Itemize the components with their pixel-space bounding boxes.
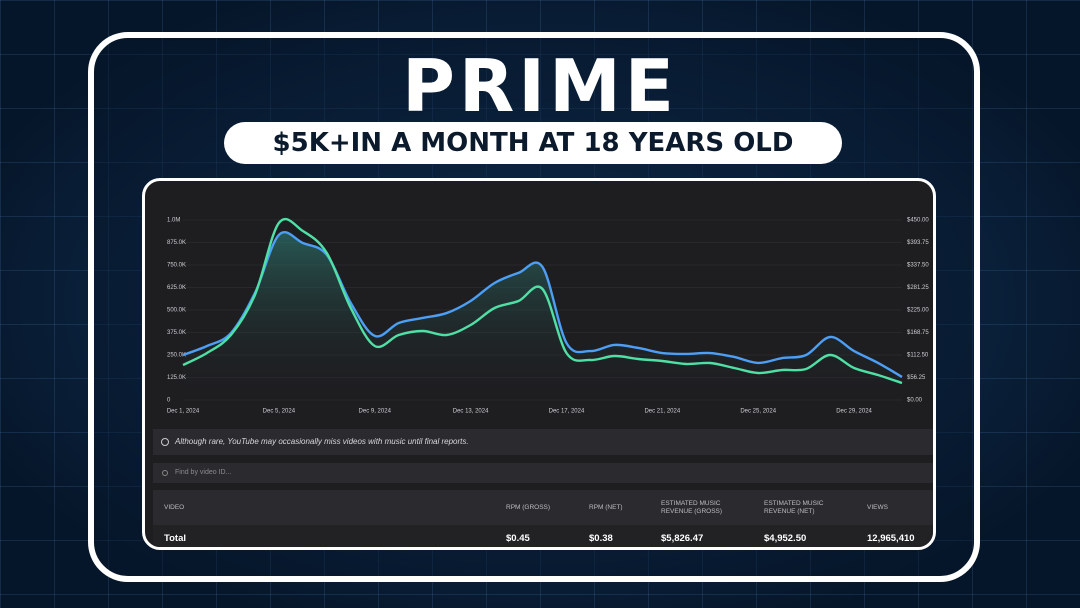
notice: Although rare, YouTube may occasionally … [153,429,933,455]
x-tick-label: Dec 1, 2024 [167,409,200,415]
y2-tick-label: $450.00 [907,218,929,224]
y2-tick-label: $56.25 [907,375,926,381]
y-tick-label: 875.0K [167,240,186,246]
table-cell: $4,952.50 [764,532,807,544]
chart: 0 125.0K 250.0K 375.0K 500.0K 625.0K 750.0K 875… [167,217,930,415]
y-tick-label: 750.0K [167,263,186,269]
x-tick-label: Dec 29, 2024 [836,409,872,415]
x-tick-label: Dec 21, 2024 [644,409,680,415]
y2-tick-label: $337.50 [907,263,929,269]
x-tick-label: Dec 9, 2024 [359,409,392,415]
table-row: Total $0.45 $0.38 $5,826.47 $4,952.50 12,965,… [153,525,933,547]
title: PRIME [402,44,678,128]
table-cell: $0.38 [589,532,613,544]
y2-tick-label: $0.00 [907,398,923,404]
column-header: VIEWS [867,503,888,511]
y2-tick-label: $393.75 [907,240,929,246]
y-tick-label: 375.0K [167,330,186,336]
column-header: RPM (GROSS) [506,503,551,511]
table-cell: $5,826.47 [661,532,704,544]
area [183,232,902,400]
search-input[interactable]: Find by video ID... [153,463,933,483]
x-tick-label: Dec 5, 2024 [263,409,296,415]
y2-tick-label: $225.00 [907,308,929,314]
subtitle-pill: $5K+IN A MONTH AT 18 YEARS OLD [224,122,842,164]
y-tick-label: 1.0M [167,218,180,224]
y2-tick-label: $168.75 [907,330,929,336]
line [182,231,903,378]
y-tick-label: 625.0K [167,285,186,291]
column-header: ESTIMATED MUSIC REVENUE (GROSS) [661,499,723,515]
line [182,217,903,385]
y-tick-label: 250.0K [167,353,186,359]
y-tick-label: 0 [167,398,171,404]
y2-tick-label: $112.50 [907,353,929,359]
x-tick-label: Dec 25, 2024 [740,409,776,415]
x-tick-label: Dec 13, 2024 [453,409,489,415]
y-tick-label: 125.0K [167,375,186,381]
column-header: RPM (NET) [589,503,623,511]
x-tick-label: Dec 17, 2024 [549,409,585,415]
table-cell: 12,965,410 [867,532,915,544]
table-header: VIDEO RPM (GROSS) RPM (NET) ESTIMATED MUSIC… [153,490,933,525]
analytics-panel: 0 125.0K 250.0K 375.0K 500.0K 625.0K 750.0K 875… [142,178,936,550]
column-header: ESTIMATED MUSIC REVENUE (NET) [764,499,824,515]
table-cell: $0.45 [506,532,530,544]
table-cell: Total [164,532,186,544]
column-header: VIDEO [164,503,185,511]
y2-tick-label: $281.25 [907,285,929,291]
y-tick-label: 500.0K [167,308,186,314]
